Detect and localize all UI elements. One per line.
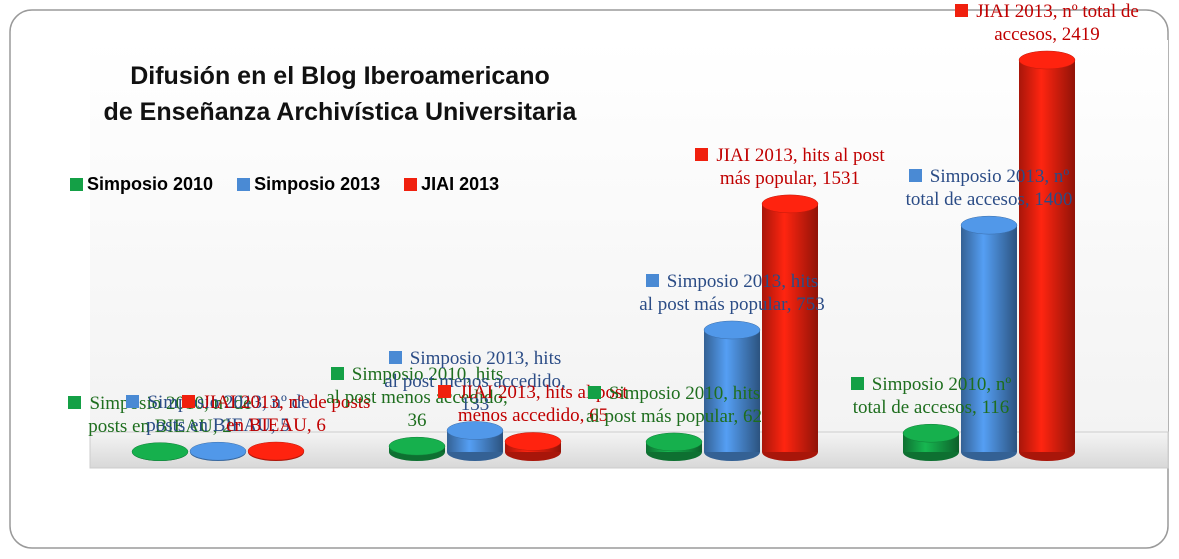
legend-swatch [237, 178, 251, 191]
label-marker [908, 169, 922, 183]
label-marker [645, 273, 659, 287]
label-text: Simposio 2013, hits al post menos accedi… [384, 348, 566, 416]
legend-item: Simposio 2013 [237, 174, 380, 195]
data-label: JIAI 2013, hits al post menos accedido, … [438, 381, 628, 427]
subtitle-line: de Enseñanza Archivística Universitaria [103, 98, 577, 126]
title-line: Difusión en el Blog Iberoamericano [130, 62, 550, 90]
bar [762, 203, 818, 452]
bar [1019, 60, 1075, 452]
legend-item: Simposio 2010 [70, 174, 213, 195]
data-label: Simposio 2013, hits al post menos accedi… [380, 347, 570, 416]
label-marker [695, 147, 709, 161]
bar [704, 329, 760, 452]
bar-top [703, 320, 761, 340]
bar-top [1018, 50, 1076, 70]
data-label: Simposio 2010, hits al post más popular,… [579, 382, 769, 428]
bar-top [247, 441, 305, 461]
legend-label: Simposio 2013 [254, 174, 381, 194]
data-label: Simposio 2013, hits al post más popular,… [637, 270, 827, 316]
legend-swatch [70, 178, 83, 191]
label-text: JIAI 2013, hits al post más popular, 153… [716, 144, 885, 189]
label-marker [438, 385, 452, 399]
bar-top [504, 432, 562, 451]
bar-top [761, 194, 819, 214]
label-text: Simposio 2010, nº total de accesos, 116 [852, 374, 1012, 419]
bar-top [131, 442, 189, 461]
label-text: Simposio 2010, hits al post más popular,… [585, 382, 763, 427]
data-label: JIAI 2013, nº total de accesos, 2419 [952, 0, 1142, 46]
label-text: JIAI 2013, nº total de accesos, 2419 [976, 1, 1139, 45]
label-text: Simposio 2013, nº total de accesos, 1400 [905, 166, 1073, 211]
label-marker [181, 395, 195, 409]
label-text: Simposio 2013, hits al post más popular,… [639, 270, 825, 315]
label-marker [330, 367, 344, 381]
data-label: Simposio 2013, nº total de accesos, 1400 [894, 165, 1084, 211]
label-marker [126, 395, 140, 409]
legend-label: JIAI 2013 [421, 174, 500, 194]
bar-top [902, 423, 960, 443]
label-text: JIAI 2013, hits al post menos accedido, … [457, 382, 628, 427]
label-marker [587, 385, 601, 399]
data-label: Simposio 2010, nº total de accesos, 116 [836, 373, 1026, 419]
chart-title: Difusión en el Blog Iberoamericano de En… [30, 58, 650, 130]
label-marker [68, 395, 82, 409]
legend-label: Simposio 2010 [87, 174, 214, 194]
bar-top [446, 421, 504, 440]
bar [961, 225, 1017, 452]
data-label: JIAI 2013, hits al post más popular, 153… [695, 144, 885, 190]
label-marker [955, 4, 969, 17]
data-label: JIAI 2013, nº de posts en BIEAU, 6 [181, 391, 371, 437]
legend: Simposio 2010 Simposio 2013 JIAI 2013 [70, 174, 499, 195]
bar-top [388, 436, 446, 456]
legend-swatch [404, 178, 418, 191]
data-label: Simposio 2010, hits al post menos accedi… [322, 363, 512, 432]
label-text: Simposio 2010, hits al post menos accedi… [326, 364, 508, 432]
bar-top [645, 432, 703, 452]
label-marker [388, 351, 402, 365]
bar-top [960, 215, 1018, 235]
label-marker [850, 377, 864, 391]
legend-item: JIAI 2013 [404, 174, 499, 195]
bar-top [189, 441, 247, 461]
label-text: JIAI 2013, nº de posts en BIEAU, 6 [202, 392, 371, 437]
